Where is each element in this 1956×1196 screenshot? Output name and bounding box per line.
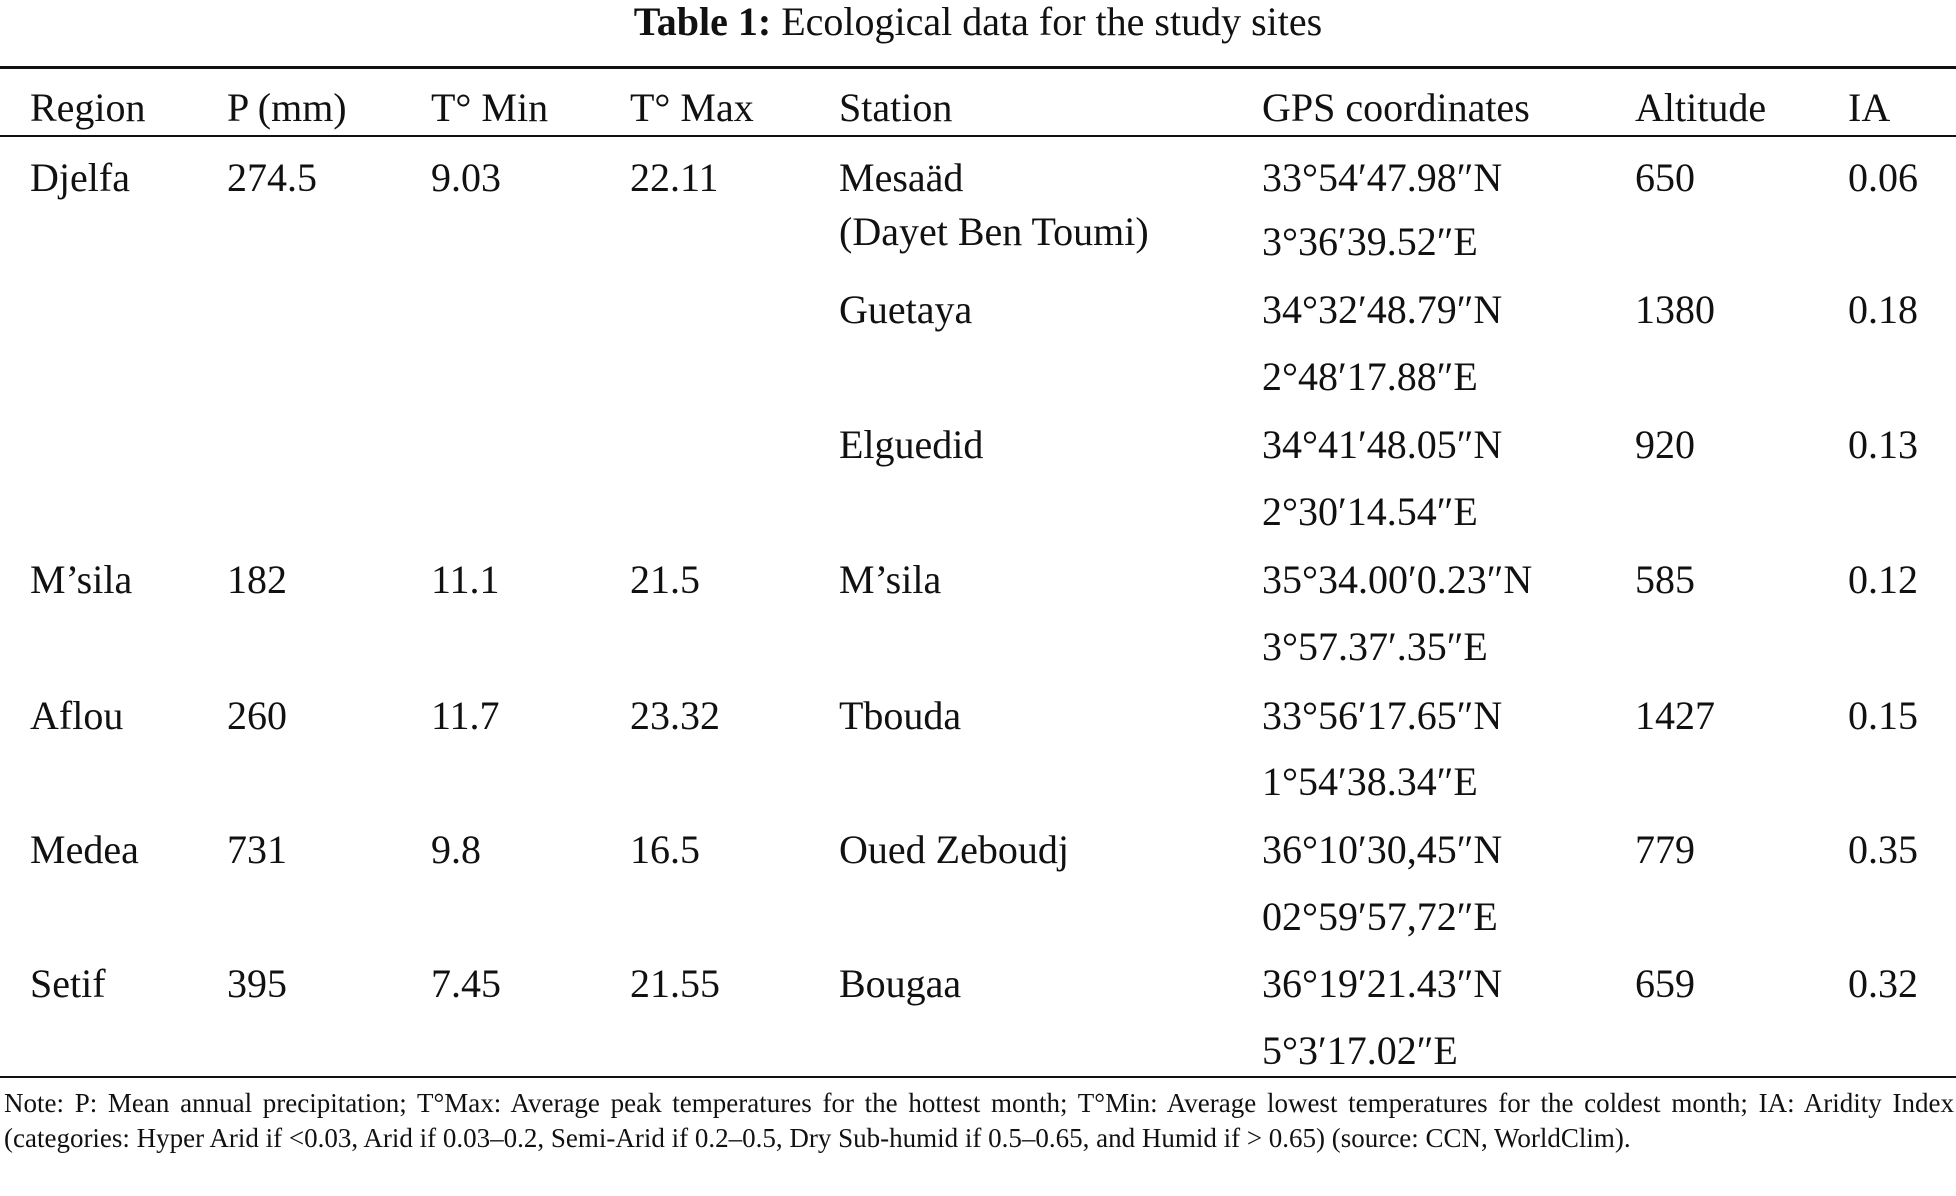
cell-gps-lat: 33°54′47.98″N [1262,155,1503,200]
cell-precipitation: 182 [227,557,287,602]
cell-precipitation: 731 [227,827,287,872]
cell-gps-lat: 36°19′21.43″N [1262,961,1503,1006]
cell-gps-lon: 2°48′17.88″E [1262,354,1478,399]
cell-precipitation: 395 [227,961,287,1006]
header-gps: GPS coordinates [1262,85,1530,130]
cell-gps-lon: 1°54′38.34″E [1262,759,1478,804]
cell-station: Bougaa [839,961,962,1006]
cell-ia: 0.32 [1848,961,1918,1006]
cell-region: Setif [30,961,106,1006]
cell-tmin: 7.45 [431,961,501,1006]
header-altitude: Altitude [1635,85,1767,130]
header-ia: IA [1848,85,1891,130]
cell-region: Aflou [30,693,124,738]
cell-ia: 0.18 [1848,287,1918,332]
table-caption: Table 1: Ecological data for the study si… [0,0,1956,44]
cell-gps-lat: 36°10′30,45″N [1262,827,1503,872]
cell-gps-lon: 3°57.37′.35″E [1262,624,1488,669]
cell-gps-lat: 35°34.00′0.23″N [1262,557,1533,602]
cell-ia: 0.15 [1848,693,1918,738]
cell-tmin: 11.1 [431,557,500,602]
cell-tmin: 9.8 [431,827,481,872]
header-precipitation: P (mm) [227,85,347,130]
header-rule [0,135,1956,137]
station-name-line2: (Dayet Ben Toumi) [839,209,1149,254]
cell-tmin: 9.03 [431,155,501,200]
cell-altitude: 779 [1635,827,1695,872]
cell-gps-lon: 5°3′17.02″E [1262,1028,1458,1073]
cell-ia: 0.35 [1848,827,1918,872]
station-name: Mesaäd [839,155,964,200]
cell-station: Mesaäd (Dayet Ben Toumi) [839,151,1149,259]
cell-ia: 0.13 [1848,422,1918,467]
cell-station: Elguedid [839,422,984,467]
cell-altitude: 1427 [1635,693,1715,738]
cell-precipitation: 274.5 [227,155,317,200]
cell-gps-lat: 33°56′17.65″N [1262,693,1503,738]
header-tmin: T° Min [431,85,549,130]
cell-tmax: 16.5 [630,827,700,872]
cell-station: M’sila [839,557,942,602]
header-tmax: T° Max [630,85,754,130]
cell-precipitation: 260 [227,693,287,738]
cell-altitude: 650 [1635,155,1695,200]
cell-tmax: 21.55 [630,961,720,1006]
cell-region: Djelfa [30,155,130,200]
cell-gps-lon: 3°36′39.52″E [1262,219,1478,264]
table-note: Note: P: Mean annual precipitation; T°Ma… [4,1088,1954,1153]
cell-tmax: 23.32 [630,693,720,738]
cell-gps-lat: 34°32′48.79″N [1262,287,1503,332]
cell-tmin: 11.7 [431,693,500,738]
top-rule [0,66,1956,69]
cell-ia: 0.12 [1848,557,1918,602]
cell-region: M’sila [30,557,133,602]
bottom-rule [0,1076,1956,1078]
cell-region: Medea [30,827,139,872]
cell-ia: 0.06 [1848,155,1918,200]
cell-station: Tbouda [839,693,962,738]
cell-station: Oued Zeboudj [839,827,1069,872]
caption-text: Ecological data for the study sites [781,0,1323,44]
cell-altitude: 920 [1635,422,1695,467]
header-region: Region [30,85,146,130]
cell-altitude: 1380 [1635,287,1715,332]
header-station: Station [839,85,953,130]
cell-gps-lon: 02°59′57,72″E [1262,894,1498,939]
cell-altitude: 659 [1635,961,1695,1006]
cell-tmax: 22.11 [630,155,719,200]
cell-tmax: 21.5 [630,557,700,602]
cell-station: Guetaya [839,287,973,332]
caption-label: Table 1: [633,0,772,44]
cell-gps-lat: 34°41′48.05″N [1262,422,1503,467]
cell-altitude: 585 [1635,557,1695,602]
cell-gps-lon: 2°30′14.54″E [1262,489,1478,534]
